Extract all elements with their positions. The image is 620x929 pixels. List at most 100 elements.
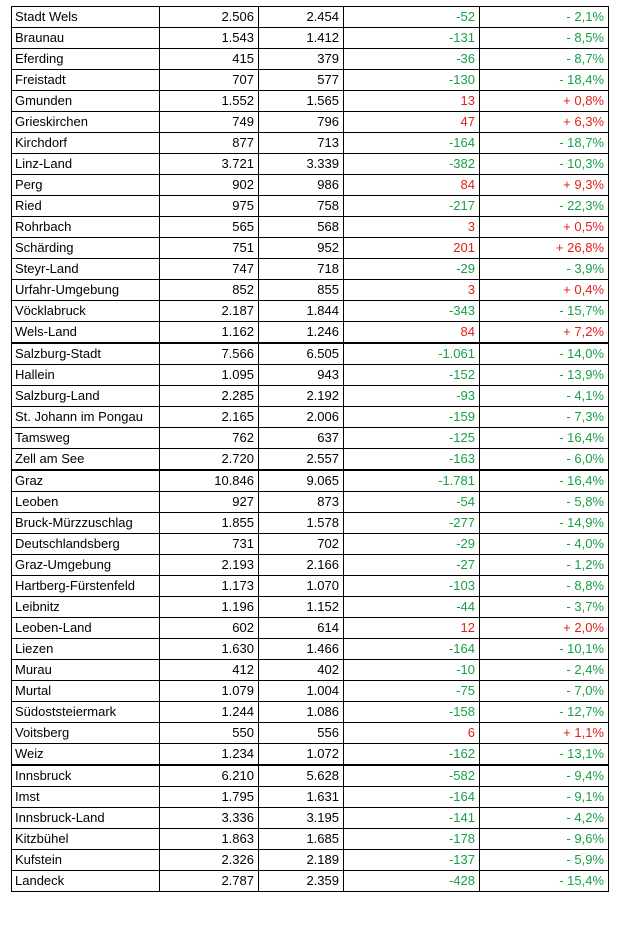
difference-cell: -217	[343, 195, 480, 217]
value-b-cell: 3.339	[258, 153, 344, 175]
value-b-cell: 379	[258, 48, 344, 70]
value-b-cell: 2.006	[258, 406, 344, 428]
difference-cell: -141	[343, 807, 480, 829]
difference-cell: -75	[343, 680, 480, 702]
value-b-cell: 1.685	[258, 828, 344, 850]
percent-change-cell: + 0,4%	[479, 279, 609, 301]
difference-cell: -29	[343, 533, 480, 555]
percent-change-cell: - 16,4%	[479, 469, 609, 492]
percent-change-cell: - 4,0%	[479, 533, 609, 555]
table-row: Salzburg-Stadt 7.566 6.505 -1.061- 14,0%	[11, 342, 609, 365]
table-row: Tamsweg 762 637 -125- 16,4%	[11, 427, 609, 449]
difference-cell: 84	[343, 321, 480, 344]
value-a-cell: 412	[159, 659, 259, 681]
value-a-cell: 877	[159, 132, 259, 154]
value-a-cell: 1.196	[159, 596, 259, 618]
value-a-cell: 1.855	[159, 512, 259, 534]
value-a-cell: 2.787	[159, 870, 259, 892]
percent-change-cell: + 0,8%	[479, 90, 609, 112]
value-a-cell: 2.165	[159, 406, 259, 428]
district-name-cell: Südoststeiermark	[11, 701, 160, 723]
percent-change-cell: - 2,4%	[479, 659, 609, 681]
value-b-cell: 2.189	[258, 849, 344, 871]
difference-cell: -158	[343, 701, 480, 723]
district-name-cell: Eferding	[11, 48, 160, 70]
district-name-cell: Urfahr-Umgebung	[11, 279, 160, 301]
difference-cell: 12	[343, 617, 480, 639]
table-row: Stadt Wels 2.506 2.454 -52- 2,1%	[11, 6, 609, 28]
difference-cell: -164	[343, 132, 480, 154]
difference-cell: -1.061	[343, 342, 480, 365]
value-b-cell: 796	[258, 111, 344, 133]
value-a-cell: 1.795	[159, 786, 259, 808]
table-row: Bruck-Mürzzuschlag 1.855 1.578 -277- 14,9%	[11, 512, 609, 534]
value-a-cell: 1.630	[159, 638, 259, 660]
difference-cell: 3	[343, 216, 480, 238]
value-b-cell: 943	[258, 364, 344, 386]
table-row: St. Johann im Pongau 2.165 2.006 -159- 7,3%	[11, 406, 609, 428]
difference-cell: -178	[343, 828, 480, 850]
percent-change-cell: - 13,9%	[479, 364, 609, 386]
difference-cell: 201	[343, 237, 480, 259]
district-name-cell: Stadt Wels	[11, 6, 160, 28]
district-name-cell: Kitzbühel	[11, 828, 160, 850]
value-b-cell: 1.631	[258, 786, 344, 808]
percent-change-cell: - 9,1%	[479, 786, 609, 808]
difference-cell: 6	[343, 722, 480, 744]
difference-cell: -163	[343, 448, 480, 471]
value-a-cell: 902	[159, 174, 259, 196]
value-b-cell: 568	[258, 216, 344, 238]
table-row: Vöcklabruck 2.187 1.844 -343- 15,7%	[11, 300, 609, 322]
percent-change-cell: - 22,3%	[479, 195, 609, 217]
district-name-cell: Bruck-Mürzzuschlag	[11, 512, 160, 534]
value-a-cell: 2.285	[159, 385, 259, 407]
table-row: Perg 902 986 84 + 9,3%	[11, 174, 609, 196]
percent-change-cell: - 14,9%	[479, 512, 609, 534]
percent-change-cell: - 18,7%	[479, 132, 609, 154]
table-row: Steyr-Land 747 718 -29- 3,9%	[11, 258, 609, 280]
table-row: Landeck 2.787 2.359 -428- 15,4%	[11, 870, 609, 892]
district-name-cell: Murtal	[11, 680, 160, 702]
difference-cell: -52	[343, 6, 480, 28]
value-a-cell: 1.173	[159, 575, 259, 597]
percent-change-cell: - 7,0%	[479, 680, 609, 702]
value-b-cell: 1.070	[258, 575, 344, 597]
value-a-cell: 550	[159, 722, 259, 744]
percent-change-cell: - 8,8%	[479, 575, 609, 597]
value-a-cell: 1.162	[159, 321, 259, 344]
district-name-cell: Kufstein	[11, 849, 160, 871]
percent-change-cell: - 14,0%	[479, 342, 609, 365]
table-row: Leoben 927 873 -54- 5,8%	[11, 491, 609, 513]
district-name-cell: Landeck	[11, 870, 160, 892]
percent-change-cell: - 12,7%	[479, 701, 609, 723]
difference-cell: -343	[343, 300, 480, 322]
difference-cell: -382	[343, 153, 480, 175]
percent-change-cell: - 15,4%	[479, 870, 609, 892]
value-a-cell: 1.244	[159, 701, 259, 723]
value-a-cell: 3.721	[159, 153, 259, 175]
value-b-cell: 577	[258, 69, 344, 91]
table-row: Gmunden 1.552 1.565 13 + 0,8%	[11, 90, 609, 112]
table-row: Innsbruck-Land 3.336 3.195 -141- 4,2%	[11, 807, 609, 829]
district-name-cell: Ried	[11, 195, 160, 217]
value-b-cell: 1.004	[258, 680, 344, 702]
difference-cell: -103	[343, 575, 480, 597]
district-name-cell: Rohrbach	[11, 216, 160, 238]
percent-change-cell: - 6,0%	[479, 448, 609, 471]
district-name-cell: St. Johann im Pongau	[11, 406, 160, 428]
percent-change-cell: - 4,2%	[479, 807, 609, 829]
value-a-cell: 1.552	[159, 90, 259, 112]
value-b-cell: 614	[258, 617, 344, 639]
district-name-cell: Leoben	[11, 491, 160, 513]
percent-change-cell: + 6,3%	[479, 111, 609, 133]
value-a-cell: 1.234	[159, 743, 259, 766]
percent-change-cell: + 0,5%	[479, 216, 609, 238]
district-name-cell: Kirchdorf	[11, 132, 160, 154]
value-a-cell: 731	[159, 533, 259, 555]
value-a-cell: 1.095	[159, 364, 259, 386]
value-b-cell: 6.505	[258, 342, 344, 365]
table-row: Linz-Land 3.721 3.339 -382- 10,3%	[11, 153, 609, 175]
value-b-cell: 702	[258, 533, 344, 555]
difference-cell: -125	[343, 427, 480, 449]
table-row: Imst 1.795 1.631 -164- 9,1%	[11, 786, 609, 808]
